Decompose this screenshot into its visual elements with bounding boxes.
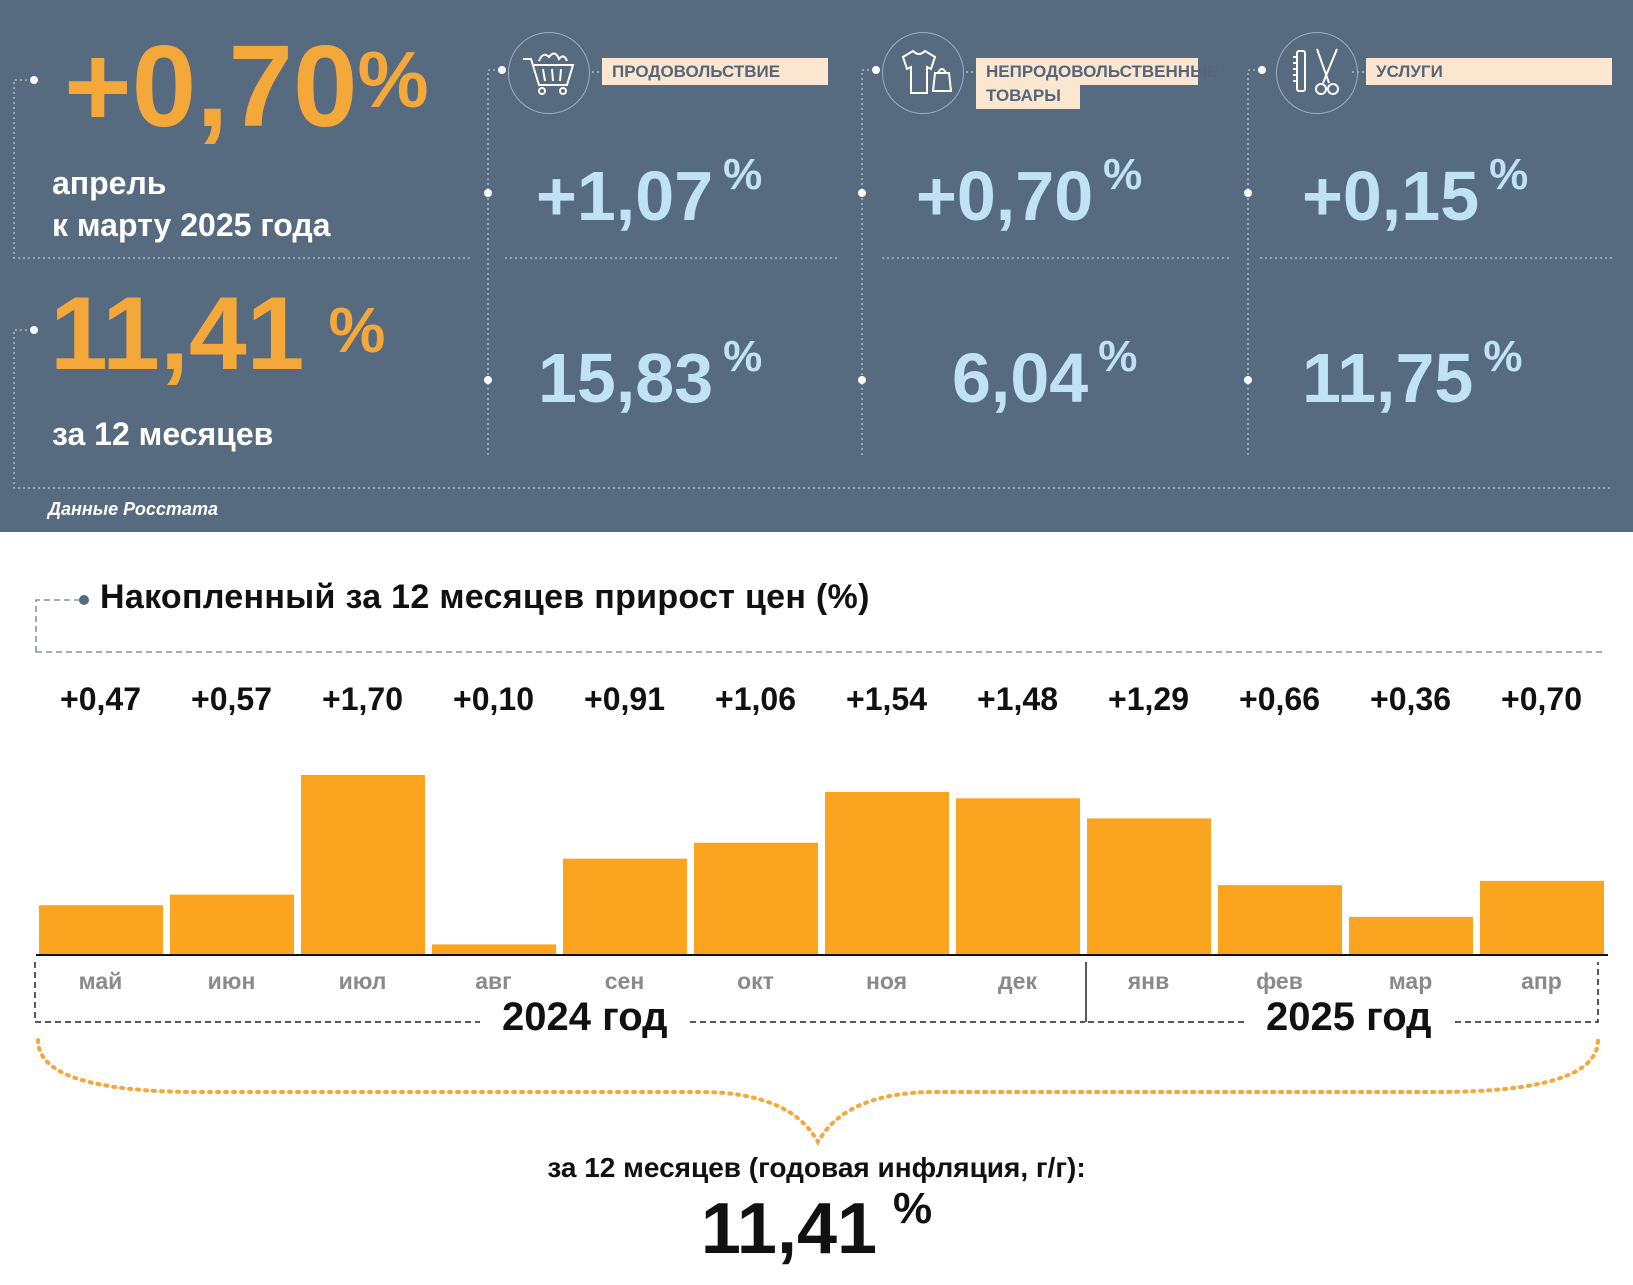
month-label-окт: окт xyxy=(737,968,774,994)
month-label-май: май xyxy=(78,968,123,994)
month-label-сен: сен xyxy=(604,968,645,994)
bar-фев xyxy=(1218,885,1342,955)
value-label-фев: +0,66 xyxy=(1239,681,1320,717)
services-annual-value: 11,75% xyxy=(1302,332,1523,417)
bar-мар xyxy=(1349,916,1473,955)
group-bracket-2024-left xyxy=(34,962,480,1023)
bar-авг xyxy=(432,944,556,955)
value-label-сен: +0,91 xyxy=(584,681,665,717)
nonfood-annual-value: 6,04% xyxy=(952,332,1138,417)
category-label-food: ПРОДОВОЛЬСТВИЕ xyxy=(602,58,828,85)
value-label-май: +0,47 xyxy=(60,681,141,717)
category-label-nonfood: НЕПРОДОВОЛЬСТВЕННЫЕ xyxy=(976,58,1218,85)
value-label-мар: +0,36 xyxy=(1370,681,1451,717)
year-label-2024: 2024 год xyxy=(488,995,682,1040)
bar-май xyxy=(39,905,163,955)
summary-value: 11,41% xyxy=(700,1184,933,1269)
year-label-2025: 2025 год xyxy=(1252,995,1446,1040)
month-label-авг: авг xyxy=(475,968,512,994)
summary-panel: +0,70% апрель к марту 2025 года 11,41% з… xyxy=(0,0,1633,532)
month-label-дек: дек xyxy=(998,968,1037,994)
summary-brace xyxy=(36,1038,1600,1147)
value-label-апр: +0,70 xyxy=(1501,681,1582,717)
panel-guides xyxy=(13,66,1612,489)
month-label-июл: июл xyxy=(338,968,387,994)
annual-caption: за 12 месяцев xyxy=(52,416,274,452)
monthly-caption: апрель к марту 2025 года xyxy=(52,165,331,243)
value-label-янв: +1,29 xyxy=(1108,681,1189,717)
month-label-фев: фев xyxy=(1256,968,1303,994)
category-label-nonfood-line2: ТОВАРЫ xyxy=(976,82,1080,109)
clothing-bag-icon xyxy=(882,32,964,114)
value-label-июн: +0,57 xyxy=(191,681,272,717)
bar-апр xyxy=(1480,880,1604,955)
bar-окт xyxy=(694,842,818,955)
bar-дек xyxy=(956,798,1080,955)
bar-ноя xyxy=(825,791,949,955)
shopping-cart-icon xyxy=(508,32,590,114)
food-annual-value: 15,83% xyxy=(538,332,763,417)
comb-scissors-icon xyxy=(1276,32,1358,114)
chart-title: Накопленный за 12 месяцев прирост цен (%… xyxy=(100,578,870,616)
month-label-мар: мар xyxy=(1388,968,1433,994)
group-bracket-2025-right xyxy=(1455,962,1599,1023)
month-label-янв: янв xyxy=(1127,968,1170,994)
bar-июл xyxy=(301,775,425,955)
bar-сен xyxy=(563,858,687,955)
value-label-окт: +1,06 xyxy=(715,681,796,717)
value-label-авг: +0,10 xyxy=(453,681,534,717)
value-label-дек: +1,48 xyxy=(977,681,1058,717)
month-label-апр: апр xyxy=(1521,968,1562,994)
services-monthly-value: +0,15% xyxy=(1302,150,1529,235)
value-label-ноя: +1,54 xyxy=(846,681,927,717)
monthly-inflation-value: +0,70% xyxy=(64,21,429,151)
nonfood-monthly-value: +0,70% xyxy=(916,150,1143,235)
month-label-июн: июн xyxy=(207,968,256,994)
bar-янв xyxy=(1087,818,1211,955)
category-label-services: УСЛУГИ xyxy=(1366,58,1612,85)
summary-label: за 12 месяцев (годовая инфляция, г/г): xyxy=(547,1152,1086,1183)
food-monthly-value: +1,07% xyxy=(536,150,763,235)
month-label-ноя: ноя xyxy=(865,968,908,994)
source-note: Данные Росстата xyxy=(48,499,218,519)
chart-frame xyxy=(35,595,1606,653)
value-label-июл: +1,70 xyxy=(322,681,403,717)
bar-июн xyxy=(170,894,294,955)
annual-inflation-value: 11,41% xyxy=(50,276,386,392)
